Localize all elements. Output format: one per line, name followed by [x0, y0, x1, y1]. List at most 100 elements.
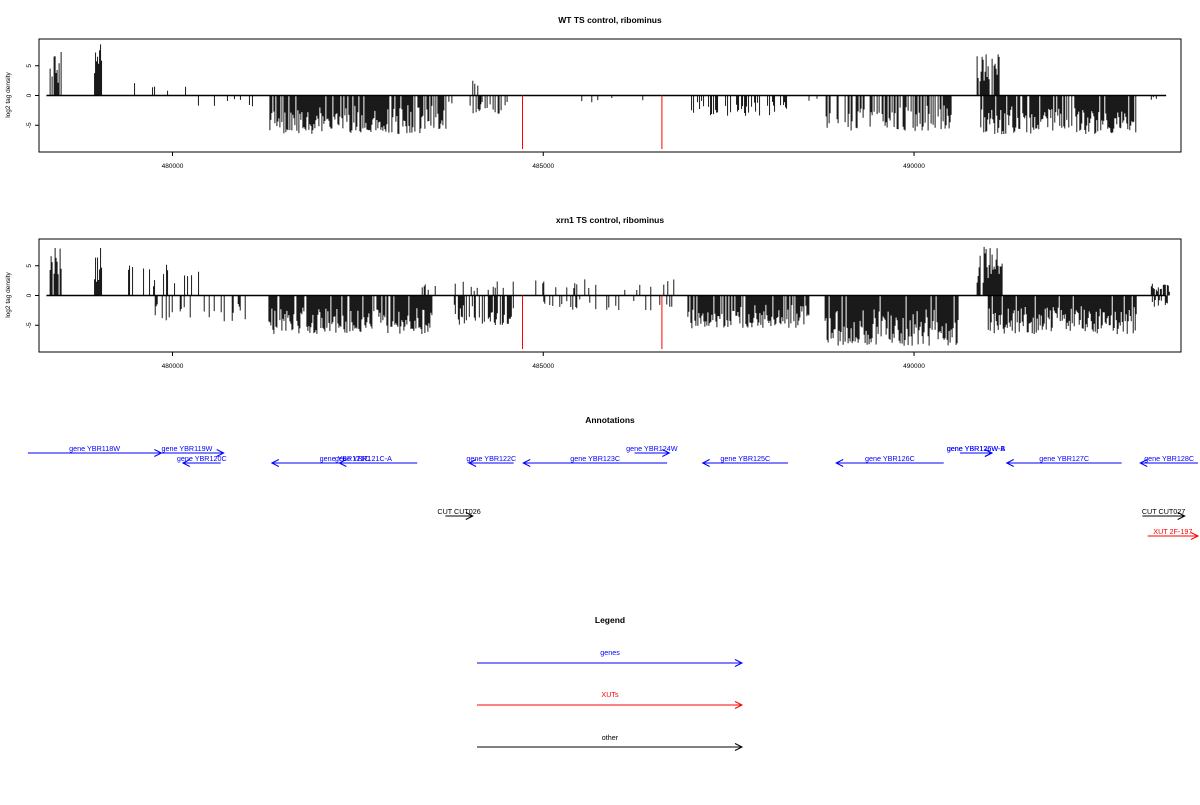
- annotation-feature: CUT CUT027: [1142, 507, 1186, 520]
- xrn1-signal-segment: [535, 279, 675, 296]
- wt-red-markers: [521, 95, 663, 150]
- wt-signal-segment: [808, 95, 818, 101]
- legend-label-genes: genes: [600, 648, 620, 657]
- legend-title: Legend: [595, 615, 625, 625]
- wt-signal-segment: [94, 44, 103, 96]
- annotation-feature: gene YBR119W: [150, 444, 225, 457]
- annotation-arrowhead: [270, 459, 280, 467]
- xrn1-signal-segment: [1150, 283, 1170, 296]
- annotation-arrowhead: [465, 512, 474, 520]
- annotation-feature: gene YBR125C: [701, 454, 788, 467]
- annotation-label: gene YBR126W-A: [947, 444, 1006, 453]
- wt-y-tick-label: 0: [26, 93, 33, 97]
- annotation-arrowhead: [522, 459, 531, 467]
- xrn1-signal-segment: [1151, 295, 1168, 307]
- wt-signal-segment: [134, 83, 187, 96]
- legend-entry-genes: genes: [477, 648, 744, 667]
- wt-signal-segment: [448, 95, 482, 105]
- xrn1-red-markers: [521, 295, 663, 350]
- xrn1-signal-segment: [268, 295, 433, 334]
- annotation-feature: CUT CUT026: [437, 507, 481, 520]
- annotation-arrowhead: [216, 449, 225, 457]
- xrn1-signal-segment: [128, 264, 200, 296]
- wt-signal-segment: [197, 95, 253, 107]
- xrn1-signal-segment: [543, 295, 673, 311]
- annotation-arrowhead: [662, 449, 671, 457]
- annotation-feature: gene YBR118W: [27, 444, 163, 457]
- annotation-label: gene YBR128C: [1144, 454, 1194, 463]
- annotation-arrowhead: [701, 459, 710, 467]
- annotation-feature: gene YBR127C: [1005, 454, 1122, 467]
- xrn1-y-tick-label: 0: [26, 293, 33, 297]
- annotation-label: CUT CUT027: [1142, 507, 1185, 516]
- xrn1-x-axis: 480000 485000 490000: [162, 352, 925, 370]
- wt-x-tick-label: 490000: [903, 163, 925, 170]
- wt-y-tick-label: 5: [26, 64, 33, 68]
- wt-x-tick-label: 485000: [532, 163, 554, 170]
- wt-x-tick-label: 480000: [162, 163, 184, 170]
- annotation-arrowhead: [984, 449, 994, 457]
- legend-entry-other: other: [477, 733, 744, 751]
- wt-signal-segment: [980, 95, 1137, 135]
- annotation-label: gene YBR123C: [570, 454, 620, 463]
- xrn1-track-panel: xrn1 TS control, ribominus log2 tag dens…: [5, 215, 1182, 370]
- annotation-arrowhead: [1005, 459, 1014, 467]
- legend-panel: Legend genes XUTs other: [477, 615, 744, 751]
- wt-y-tick-label: -5: [26, 122, 33, 128]
- annotation-arrowhead: [1177, 512, 1186, 520]
- annotation-label: gene YBR121C: [320, 454, 370, 463]
- wt-signal-segment: [269, 95, 447, 134]
- xrn1-signal-segment: [94, 248, 103, 296]
- legend-arrowhead-xuts: [734, 701, 744, 709]
- annotation-arrowhead: [1139, 459, 1148, 467]
- legend-entry-xuts: XUTs: [477, 690, 744, 709]
- xrn1-signal-segment: [976, 246, 1003, 296]
- wt-signal-segment: [976, 54, 1000, 96]
- wt-signal-segment: [581, 95, 644, 103]
- wt-x-axis: 480000 485000 490000: [162, 152, 925, 170]
- wt-y-axis: -5 0 5: [26, 64, 39, 128]
- annotation-label: gene YBR121C-A: [335, 454, 392, 463]
- annotations-panel: Annotations gene YBR118W gene YBR119Wgene…: [27, 415, 1200, 540]
- annotation-label: gene YBR119W: [161, 444, 212, 453]
- xrn1-y-tick-label: 5: [26, 264, 33, 268]
- xrn1-x-tick-label: 480000: [162, 363, 184, 370]
- annotation-arrowhead: [338, 459, 347, 467]
- xrn1-signal-segment: [824, 295, 959, 346]
- annotation-label: gene YBR127C: [1039, 454, 1089, 463]
- wt-signal-segment: [691, 95, 788, 116]
- xrn1-signal-segment: [453, 295, 514, 325]
- wt-y-axis-label: log2 tag density: [5, 71, 12, 117]
- xrn1-x-tick-label: 485000: [532, 363, 554, 370]
- annotation-label: gene YBR120C: [177, 454, 227, 463]
- annotation-feature: gene YBR126C: [835, 454, 944, 467]
- annotation-label: gene YBR124W: [626, 444, 678, 453]
- legend-label-other: other: [602, 733, 619, 742]
- annotation-label: gene YBR126W-B: [947, 444, 1006, 453]
- annotation-label: gene YBR126C: [865, 454, 915, 463]
- wt-signal-segment: [49, 52, 62, 96]
- wt-track-panel: WT TS control, ribominus log2 tag densit…: [5, 15, 1182, 170]
- annotation-arrowhead: [1190, 532, 1200, 540]
- annotation-label: gene YBR118W: [69, 444, 120, 453]
- annotation-feature: gene YBR120C: [177, 454, 227, 467]
- annotation-arrowhead: [467, 459, 477, 467]
- legend-arrowhead-genes: [734, 659, 744, 667]
- xrn1-signal-segment: [687, 295, 810, 329]
- annotation-label: gene YBR122C: [466, 454, 516, 463]
- legend-label-xuts: XUTs: [601, 690, 619, 699]
- xrn1-signal-segment: [49, 248, 62, 296]
- annotation-feature: gene YBR124W: [626, 444, 678, 457]
- annotation-feature: gene YBR122C: [466, 454, 516, 467]
- wt-signal-segment: [469, 95, 508, 114]
- annotation-feature: XUT 2F-197: [1147, 527, 1200, 540]
- annotation-label: CUT CUT026: [437, 507, 480, 516]
- annotation-feature: gene YBR123C: [522, 454, 668, 467]
- annotation-arrowhead: [181, 459, 191, 467]
- wt-panel-title: WT TS control, ribominus: [558, 15, 662, 25]
- xrn1-panel-title: xrn1 TS control, ribominus: [556, 215, 664, 225]
- xrn1-signal-segment: [421, 281, 514, 296]
- annotations-title: Annotations: [585, 415, 635, 425]
